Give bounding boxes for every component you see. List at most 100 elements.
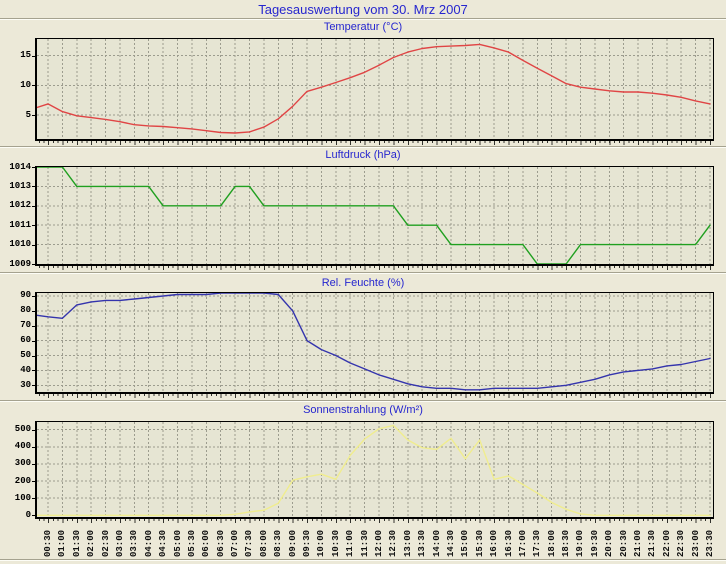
- chart-title-sonnenstrahlung: Sonnenstrahlung (W/m²): [303, 404, 423, 416]
- y-tick-label: 30: [20, 379, 31, 390]
- section-divider: [0, 272, 726, 274]
- x-tick-label: 18:00: [546, 529, 557, 557]
- x-tick-label: 20:00: [604, 529, 615, 557]
- y-tick-label: 1011: [9, 219, 31, 230]
- x-tick-label: 11:30: [359, 529, 370, 557]
- luftdruck-series-line: [37, 167, 711, 264]
- y-tick-label: 5: [25, 109, 31, 120]
- y-tick-mark: [32, 340, 35, 342]
- x-tick-label: 14:00: [431, 529, 442, 557]
- x-tick-label: 20:30: [618, 529, 629, 557]
- y-tick-label: 500: [14, 424, 31, 435]
- x-tick-label: 01:30: [71, 529, 82, 557]
- y-tick-label: 1013: [9, 180, 31, 191]
- header-divider: [0, 18, 726, 20]
- y-tick-label: 1012: [9, 200, 31, 211]
- temperatur-svg: [37, 39, 713, 139]
- y-tick-mark: [32, 264, 35, 265]
- y-tick-mark: [32, 370, 35, 372]
- x-tick-label: 02:00: [86, 529, 97, 557]
- y-tick-label: 400: [14, 441, 31, 452]
- sonnenstrahlung-series-line: [37, 424, 711, 517]
- y-tick-label: 70: [20, 320, 31, 331]
- x-tick-label: 21:30: [647, 529, 658, 557]
- x-tick-label: 16:00: [489, 529, 500, 557]
- x-tick-label: 09:00: [287, 529, 298, 557]
- y-tick-label: 0: [25, 509, 31, 520]
- y-tick-label: 40: [20, 364, 31, 375]
- sonnenstrahlung-svg: [37, 422, 713, 517]
- x-tick-label: 03:00: [114, 529, 125, 557]
- y-tick-label: 1010: [9, 239, 31, 250]
- y-tick-label: 90: [20, 290, 31, 301]
- x-tick-label: 11:00: [345, 529, 356, 557]
- chart-title-feuchte: Rel. Feuchte (%): [321, 277, 405, 289]
- sonnenstrahlung-plot-area: [35, 421, 714, 519]
- temperatur-series-line: [37, 43, 711, 134]
- y-tick-mark: [32, 310, 35, 312]
- x-tick-label: 12:00: [374, 529, 384, 557]
- x-tick-label: 23:30: [705, 529, 715, 557]
- chart-title-temperatur: Temperatur (°C): [323, 21, 403, 33]
- x-tick-label: 13:30: [417, 529, 428, 557]
- section-divider: [0, 146, 726, 148]
- x-tick-label: 21:00: [633, 529, 644, 557]
- y-tick-label: 300: [14, 458, 31, 469]
- y-tick-mark: [32, 186, 35, 188]
- y-tick-mark: [32, 325, 35, 327]
- x-tick-label: 06:30: [215, 529, 226, 557]
- x-tick-label: 19:00: [575, 529, 586, 557]
- page-title: Tagesauswertung vom 30. Mrz 2007: [258, 2, 468, 17]
- feuchte-svg: [37, 293, 713, 392]
- x-tick-label: 23:00: [690, 529, 701, 557]
- y-tick-label: 10: [20, 79, 31, 90]
- y-tick-label: 15: [20, 50, 31, 61]
- feuchte-plot-area: [35, 292, 714, 394]
- x-tick-label: 17:30: [532, 529, 543, 557]
- y-tick-label: 1009: [9, 258, 31, 269]
- x-tick-label: 15:00: [460, 529, 471, 557]
- y-tick-mark: [32, 385, 35, 387]
- x-major-ticks: [37, 519, 713, 523]
- x-tick-label: 00:30: [43, 529, 53, 557]
- x-tick-label: 10:30: [330, 529, 341, 557]
- x-tick-label: 09:30: [302, 529, 313, 557]
- x-tick-label: 01:00: [57, 529, 68, 557]
- y-tick-label: 50: [20, 350, 31, 361]
- y-tick-mark: [32, 481, 35, 483]
- luftdruck-svg: [37, 167, 713, 264]
- temperatur-plot-area: [35, 38, 714, 141]
- x-tick-label: 22:30: [676, 529, 687, 557]
- y-tick-mark: [32, 244, 35, 246]
- x-tick-label: 15:30: [474, 529, 485, 557]
- x-major-ticks: [37, 141, 713, 145]
- x-major-ticks: [37, 266, 713, 270]
- y-tick-mark: [32, 167, 35, 168]
- x-tick-label: 05:30: [186, 529, 197, 557]
- y-tick-label: 200: [14, 475, 31, 486]
- y-tick-mark: [32, 355, 35, 357]
- y-tick-mark: [32, 498, 35, 500]
- x-tick-label: 17:00: [517, 529, 528, 557]
- y-tick-label: 60: [20, 335, 31, 346]
- x-major-ticks: [37, 394, 713, 398]
- x-tick-label: 07:00: [230, 529, 241, 557]
- x-tick-label: 08:00: [258, 529, 269, 557]
- y-tick-mark: [32, 446, 35, 448]
- y-tick-mark: [32, 463, 35, 465]
- x-tick-label: 16:30: [503, 529, 514, 557]
- y-tick-mark: [32, 85, 35, 87]
- y-tick-mark: [32, 205, 35, 207]
- x-tick-label: 08:30: [273, 529, 284, 557]
- x-tick-label: 18:30: [561, 529, 572, 557]
- y-tick-mark: [32, 515, 35, 517]
- x-tick-label: 06:00: [201, 529, 212, 557]
- y-tick-label: 80: [20, 305, 31, 316]
- x-tick-label: 19:30: [589, 529, 600, 557]
- x-tick-label: 22:00: [661, 529, 672, 557]
- y-tick-mark: [32, 225, 35, 227]
- feuchte-series-line: [37, 293, 711, 391]
- x-tick-label: 04:00: [143, 529, 154, 557]
- section-divider: [0, 559, 726, 561]
